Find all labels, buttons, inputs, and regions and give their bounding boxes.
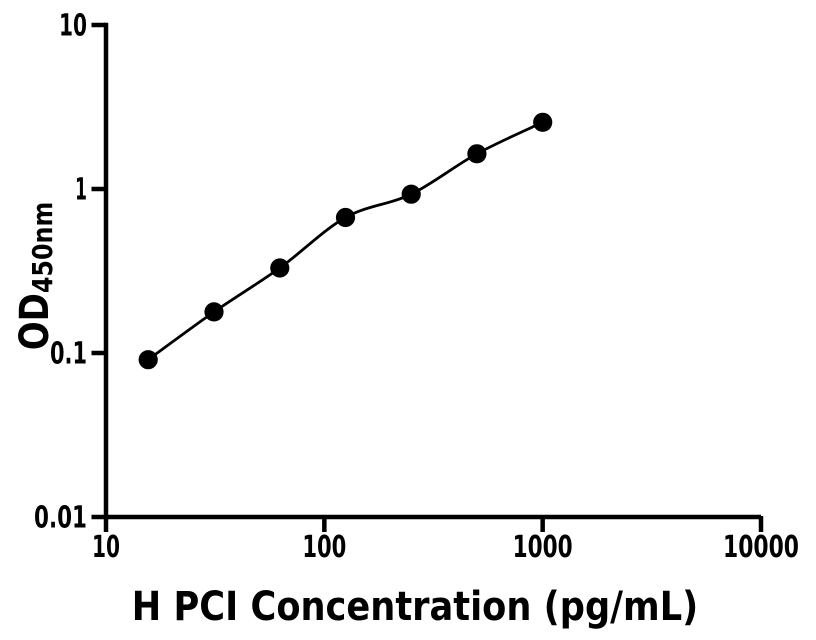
data-point: [270, 258, 290, 278]
data-point: [401, 184, 421, 204]
data-point: [467, 144, 487, 164]
y-tick-label: 0.1: [50, 337, 87, 372]
y-tick-label: 10: [59, 9, 87, 44]
x-tick-label: 1000: [513, 530, 573, 565]
y-tick-label: 0.01: [34, 501, 87, 536]
y-axis-title-main: OD: [12, 293, 58, 351]
data-point: [204, 302, 224, 322]
x-tick-label: 10: [92, 530, 120, 565]
axis-spines: [103, 22, 761, 520]
data-point: [335, 207, 356, 228]
x-tick-label: 10000: [723, 530, 799, 565]
y-axis-title-subscript: 450nm: [26, 201, 59, 294]
data-point: [138, 350, 158, 370]
x-tick-label: 100: [302, 530, 346, 565]
data-point: [533, 112, 553, 132]
x-axis-title: H PCI Concentration (pg/mL): [131, 584, 699, 630]
y-tick-label: 1: [75, 173, 87, 208]
y-axis-title: OD450nm: [12, 201, 59, 351]
